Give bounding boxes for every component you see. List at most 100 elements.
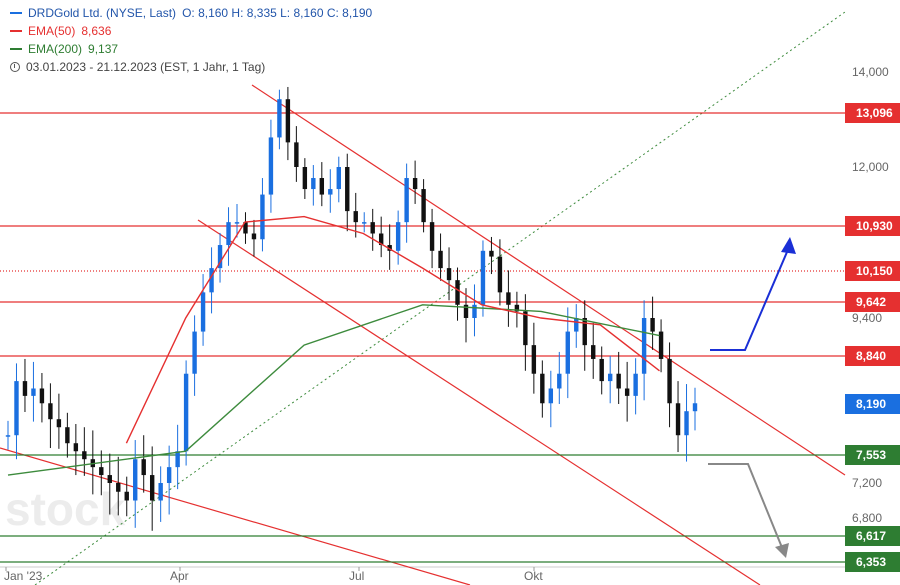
candle-body bbox=[285, 99, 291, 143]
ema200-line bbox=[7, 304, 660, 476]
candle-body bbox=[302, 167, 308, 190]
candle-body bbox=[684, 411, 689, 436]
candle-body bbox=[226, 222, 231, 246]
chart-legend: DRDGold Ltd. (NYSE, Last) O: 8,160 H: 8,… bbox=[10, 4, 372, 76]
candle-body bbox=[192, 331, 197, 374]
ema200-label: EMA(200) bbox=[28, 42, 83, 56]
candle-body bbox=[531, 345, 537, 374]
candle-body bbox=[311, 178, 316, 190]
candle-body bbox=[506, 292, 511, 305]
candle-body bbox=[183, 373, 189, 452]
price-level-label: 8,840 bbox=[856, 349, 886, 363]
price-level-tag bbox=[845, 292, 900, 312]
candle-body bbox=[667, 358, 672, 404]
candle-body bbox=[370, 222, 375, 234]
y-tick-label: 14,000 bbox=[852, 65, 889, 79]
candle-body bbox=[353, 211, 358, 223]
candle-body bbox=[133, 459, 138, 501]
candle-body bbox=[412, 178, 418, 190]
candle-body bbox=[548, 388, 554, 404]
candle-body bbox=[599, 358, 604, 382]
candle-body bbox=[175, 451, 180, 468]
candle-body bbox=[480, 250, 486, 305]
candle-body bbox=[455, 280, 460, 305]
candle-body bbox=[107, 475, 112, 483]
candle-body bbox=[268, 137, 274, 195]
candle-body bbox=[395, 222, 401, 251]
candle-body bbox=[616, 373, 621, 389]
price-level-tag bbox=[845, 346, 900, 366]
candle-body bbox=[472, 304, 477, 318]
candle-body bbox=[39, 388, 45, 404]
candle-body bbox=[243, 222, 248, 234]
candle-body bbox=[378, 233, 384, 246]
candle-body bbox=[404, 178, 409, 223]
candle-body bbox=[336, 167, 341, 190]
price-level-label: 6,617 bbox=[856, 529, 886, 543]
price-level-tag bbox=[845, 261, 900, 281]
candle-body bbox=[497, 256, 503, 293]
candle-body bbox=[251, 233, 257, 240]
candle-body bbox=[523, 311, 528, 346]
x-tick-label: Okt bbox=[524, 569, 543, 583]
candle-body bbox=[565, 331, 570, 374]
candle-body bbox=[463, 304, 469, 318]
y-tick-label: 6,800 bbox=[852, 511, 882, 525]
period-label: 03.01.2023 - 21.12.2023 (EST, 1 Jahr, 1 … bbox=[26, 60, 266, 74]
price-level-tag bbox=[845, 216, 900, 236]
channel-lower-line bbox=[197, 219, 761, 585]
candle-body bbox=[557, 373, 562, 389]
price-level-tag bbox=[845, 103, 900, 123]
price-level-tag bbox=[845, 445, 900, 465]
x-tick-label: Jul bbox=[349, 569, 364, 583]
x-tick-label: Apr bbox=[170, 569, 189, 583]
candle-body bbox=[574, 318, 579, 332]
candle-body bbox=[124, 491, 129, 501]
candle-body bbox=[234, 222, 240, 224]
candle-body bbox=[209, 268, 214, 293]
candle-body bbox=[446, 268, 452, 281]
x-tick-label: Jan '23 bbox=[4, 569, 43, 583]
candle-body bbox=[99, 467, 104, 476]
candle-body bbox=[260, 194, 265, 240]
price-level-label: 9,642 bbox=[856, 295, 886, 309]
candle-body bbox=[607, 373, 613, 382]
channel-upper-line bbox=[251, 84, 846, 476]
candle-body bbox=[277, 99, 282, 138]
candle-body bbox=[582, 318, 587, 346]
candle-body bbox=[319, 178, 325, 195]
bullish-arrow bbox=[710, 244, 791, 351]
candle-body bbox=[5, 435, 11, 437]
candle-body bbox=[149, 475, 155, 501]
candle-body bbox=[345, 167, 350, 212]
candle-body bbox=[591, 345, 596, 359]
candle-body bbox=[65, 427, 70, 444]
candle-body bbox=[489, 250, 494, 257]
candle-body bbox=[362, 222, 367, 224]
candle-body bbox=[14, 381, 19, 436]
price-swatch-icon bbox=[10, 12, 22, 14]
candle-body bbox=[641, 318, 647, 374]
ema200-value: 9,137 bbox=[88, 42, 119, 56]
y-tick-label: 7,200 bbox=[852, 476, 882, 490]
bullish-arrowhead-icon bbox=[781, 237, 796, 254]
watermark-text: stock bbox=[5, 483, 126, 535]
dotted-trendline bbox=[34, 11, 846, 585]
price-level-label: 10,930 bbox=[856, 219, 893, 233]
candle-body bbox=[158, 483, 163, 501]
ema200-swatch-icon bbox=[10, 48, 22, 50]
candle-body bbox=[73, 443, 79, 452]
candle-body bbox=[116, 483, 121, 492]
candle-body bbox=[658, 331, 664, 359]
candle-body bbox=[166, 467, 172, 483]
bearish-arrow bbox=[708, 463, 784, 551]
candle-body bbox=[294, 142, 299, 167]
candle-body bbox=[48, 403, 53, 420]
ohlc-readout: O: 8,160 H: 8,335 L: 8,160 C: 8,190 bbox=[182, 6, 373, 20]
ema50-value: 8,636 bbox=[81, 24, 112, 38]
candle-body bbox=[438, 250, 443, 269]
ema50-swatch-icon bbox=[10, 30, 22, 32]
candle-body bbox=[56, 419, 62, 428]
price-level-label: 7,553 bbox=[856, 448, 886, 462]
